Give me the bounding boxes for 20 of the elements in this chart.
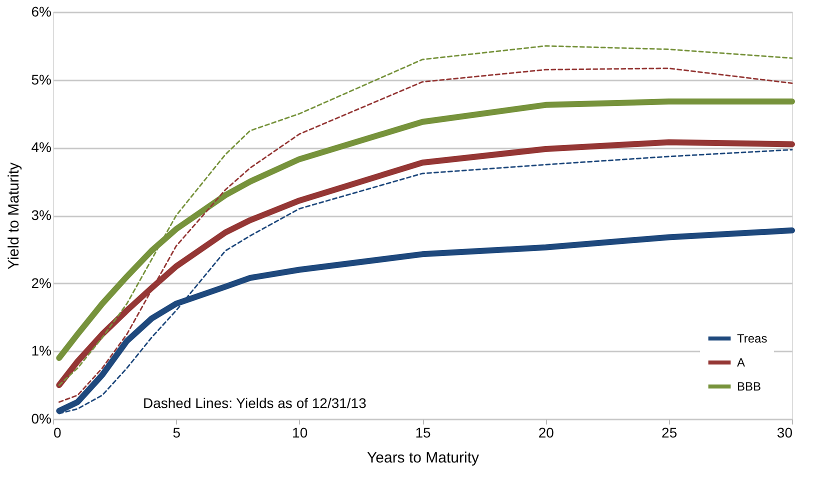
y-tick-label: 3% (31, 207, 52, 223)
legend-label: Treas (737, 332, 768, 346)
x-tick-label: 30 (776, 424, 793, 440)
x-tick-label: 10 (292, 424, 308, 440)
legend-label: BBB (737, 380, 762, 394)
x-tick-label: 25 (662, 424, 678, 440)
x-tick-label: 0 (54, 424, 62, 440)
annotation: Dashed Lines: Yields as of 12/31/13 (143, 395, 367, 411)
y-tick-label: 1% (31, 342, 52, 359)
y-tick-label: 6% (31, 4, 52, 20)
y-tick-label: 4% (31, 139, 52, 156)
x-axis-title: Years to Maturity (367, 450, 480, 466)
x-tick-label: 20 (538, 424, 554, 440)
y-axis-title: Yield to Maturity (5, 162, 22, 270)
y-tick-label: 5% (31, 71, 52, 88)
y-tick-label: 0% (31, 410, 52, 426)
legend-label: A (737, 356, 746, 370)
y-tick-label: 2% (31, 274, 52, 291)
x-tick-label: 15 (415, 424, 431, 440)
x-tick-label: 5 (172, 424, 181, 440)
